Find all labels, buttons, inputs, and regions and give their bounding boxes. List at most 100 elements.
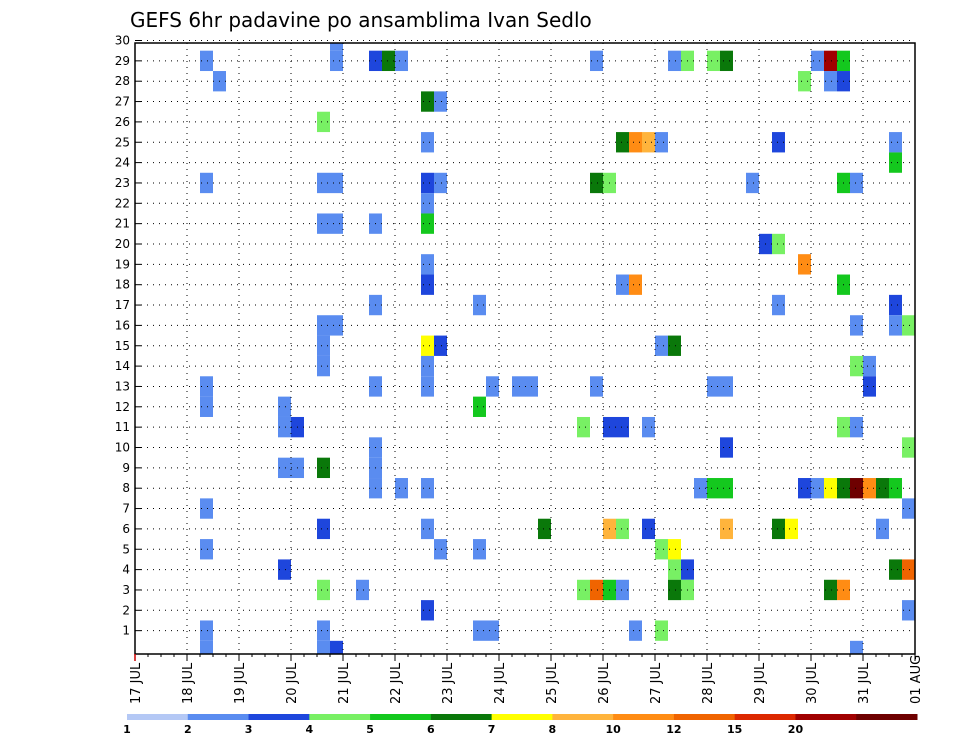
precip-cell: [330, 640, 343, 654]
data-cells: [200, 43, 915, 654]
precip-cell: [720, 50, 733, 72]
precip-cell: [421, 518, 434, 540]
precip-cell: [824, 50, 837, 72]
precip-cell: [317, 640, 330, 654]
colorbar-segment: [248, 714, 310, 720]
y-tick-label: 9: [122, 461, 130, 475]
precip-cell: [278, 396, 291, 417]
x-tick-label: 22 JUL: [389, 662, 404, 704]
colorbar-segment: [309, 714, 371, 720]
precip-cell: [200, 50, 213, 72]
precip-cell: [278, 416, 291, 438]
y-tick-label: 26: [115, 115, 130, 129]
precip-cell: [317, 172, 330, 194]
precip-cell: [616, 416, 629, 438]
plot-frame: [134, 42, 916, 655]
precip-cell: [850, 640, 863, 654]
precip-cell: [707, 50, 720, 72]
precip-cell: [278, 559, 291, 580]
precip-cell: [668, 50, 681, 72]
precip-cell: [330, 50, 343, 72]
precip-cell: [382, 50, 395, 72]
precip-cell: [317, 315, 330, 336]
precip-cell: [200, 396, 213, 417]
colorbar-segment: [856, 714, 918, 720]
x-tick-label: 21 JUL: [337, 662, 352, 704]
precip-cell: [668, 335, 681, 356]
y-tick-label: 2: [122, 603, 130, 617]
precip-cell: [850, 355, 863, 377]
y-tick-label: 16: [115, 318, 130, 332]
precip-cell: [616, 274, 629, 295]
x-tick-label: 20 JUL: [285, 662, 300, 704]
colorbar-segment: [430, 714, 493, 720]
precip-cell: [902, 315, 915, 336]
y-tick-label: 28: [115, 74, 130, 88]
precip-cell: [629, 620, 642, 641]
precip-cell: [811, 50, 824, 72]
chart-title: GEFS 6hr padavine po ansamblima Ivan Sed…: [130, 8, 592, 32]
x-tick-label: 25 JUL: [545, 662, 560, 704]
precip-cell: [200, 498, 213, 519]
precip-cell: [512, 376, 525, 397]
precip-cell: [629, 132, 642, 153]
precip-cell: [876, 478, 889, 499]
precip-cell: [850, 172, 863, 194]
precip-cell: [889, 478, 902, 499]
precip-cell: [850, 315, 863, 336]
precip-cell: [824, 71, 837, 92]
y-tick-label: 22: [115, 196, 130, 210]
precip-cell: [590, 376, 603, 397]
precip-cell: [707, 376, 720, 397]
precip-cell: [850, 416, 863, 438]
precip-cell: [785, 518, 798, 540]
precip-cell: [720, 437, 733, 458]
precip-cell: [317, 457, 330, 479]
precip-cell: [668, 579, 681, 601]
y-tick-label: 18: [115, 278, 130, 292]
precip-cell: [629, 274, 642, 295]
colorbar-label: 8: [549, 723, 557, 736]
precip-cell: [421, 376, 434, 397]
colorbar-label: 6: [427, 723, 435, 736]
precip-cell: [616, 518, 629, 540]
precip-cell: [473, 294, 486, 316]
colorbar-label: 1: [123, 723, 131, 736]
colorbar-label: 20: [788, 723, 804, 736]
precip-cell: [889, 152, 902, 173]
precip-cell: [473, 539, 486, 560]
precip-cell: [902, 559, 915, 580]
y-tick-label: 1: [122, 624, 130, 638]
colorbar-segment: [491, 714, 553, 720]
precip-cell: [889, 559, 902, 580]
colorbar-segment: [370, 714, 432, 720]
precip-cell: [421, 213, 434, 234]
precip-cell: [486, 620, 499, 641]
y-tick-label: 3: [122, 583, 130, 597]
x-tick-label: 19 JUL: [233, 662, 248, 704]
precip-cell: [330, 43, 343, 51]
precip-cell: [616, 579, 629, 601]
y-tick-label: 30: [115, 34, 130, 48]
precip-cell: [330, 172, 343, 194]
y-tick-label: 20: [115, 237, 130, 251]
x-tick-label: 24 JUL: [493, 662, 508, 704]
colorbar-segment: [673, 714, 736, 720]
precip-cell: [317, 355, 330, 377]
precip-cell: [421, 478, 434, 499]
precip-cell: [330, 315, 343, 336]
precip-cell: [798, 71, 811, 92]
precip-cell: [200, 376, 213, 397]
x-tick-label: 31 JUL: [857, 662, 872, 704]
precip-cell: [473, 396, 486, 417]
precip-cell: [278, 457, 291, 479]
precip-cell: [616, 132, 629, 153]
precip-cell: [200, 539, 213, 560]
precip-cell: [317, 620, 330, 641]
y-tick-label: 15: [115, 339, 130, 353]
x-tick-label: 27 JUL: [649, 662, 664, 704]
y-tick-label: 19: [115, 257, 130, 271]
precip-cell: [863, 478, 876, 499]
colorbar-segment: [613, 714, 675, 720]
